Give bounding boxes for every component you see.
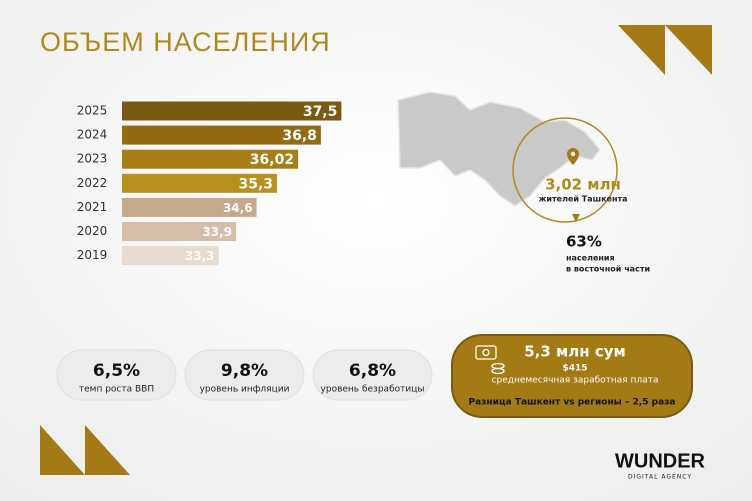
pin-icon bbox=[567, 148, 579, 165]
salary-box bbox=[451, 334, 693, 418]
year-label: 2025 bbox=[77, 104, 108, 118]
stat-label: уровень безработицы bbox=[321, 385, 425, 395]
stat-label: темп роста ВВП bbox=[79, 385, 154, 395]
stat-pill bbox=[184, 349, 305, 401]
value-label: 35,3 bbox=[238, 176, 273, 192]
stat-pill bbox=[56, 349, 177, 401]
map-circle bbox=[512, 117, 618, 223]
pin-dot bbox=[570, 151, 576, 157]
value-label: 36,8 bbox=[282, 128, 317, 144]
bar bbox=[122, 149, 299, 169]
value-label: 36,02 bbox=[250, 152, 294, 168]
year-label: 2022 bbox=[77, 176, 108, 190]
salary-usd: $415 bbox=[562, 364, 587, 374]
year-label: 2024 bbox=[77, 128, 108, 142]
stat-value: 6,5% bbox=[93, 361, 140, 381]
year-label: 2021 bbox=[77, 200, 108, 214]
year-label: 2020 bbox=[77, 224, 108, 238]
value-label: 33,3 bbox=[185, 249, 215, 263]
year-label: 2023 bbox=[77, 152, 108, 166]
year-label: 2019 bbox=[77, 248, 108, 262]
decor-top bbox=[618, 25, 712, 75]
map bbox=[397, 91, 601, 207]
bar bbox=[122, 246, 219, 266]
bar bbox=[122, 222, 237, 241]
title: ОБЪЕМ НАСЕЛЕНИЯ bbox=[40, 27, 331, 57]
stat-value: 9,8% bbox=[221, 361, 268, 381]
stat-pill bbox=[312, 349, 433, 401]
stat-label: уровень инфляции bbox=[200, 385, 290, 395]
tashkent-value: 3,02 млн bbox=[545, 176, 621, 194]
bar bbox=[122, 101, 342, 121]
decor-bottom bbox=[40, 425, 130, 475]
value-label: 37,5 bbox=[303, 104, 338, 120]
salary-note: Разница Ташкент vs регионы – 2,5 раза bbox=[469, 398, 676, 408]
money-icon bbox=[475, 345, 505, 375]
bar bbox=[122, 125, 321, 145]
value-label: 33,9 bbox=[202, 225, 232, 239]
logo-name: WUNDER bbox=[615, 450, 706, 472]
tashkent-label: жителей Ташкента bbox=[538, 195, 627, 204]
bar bbox=[122, 173, 278, 193]
stat-value: 6,8% bbox=[349, 361, 396, 381]
east-label: в восточной части bbox=[566, 265, 650, 274]
salary-label: среднемесячная заработная плата bbox=[492, 376, 659, 386]
pointer bbox=[572, 214, 580, 222]
bar bbox=[122, 197, 257, 217]
east-label: населения bbox=[566, 254, 615, 263]
salary-value: 5,3 млн сум bbox=[524, 343, 626, 361]
value-label: 34,6 bbox=[223, 201, 253, 215]
logo-tagline: DIGITAL AGENCY bbox=[628, 474, 692, 481]
east-value: 63% bbox=[566, 233, 602, 251]
